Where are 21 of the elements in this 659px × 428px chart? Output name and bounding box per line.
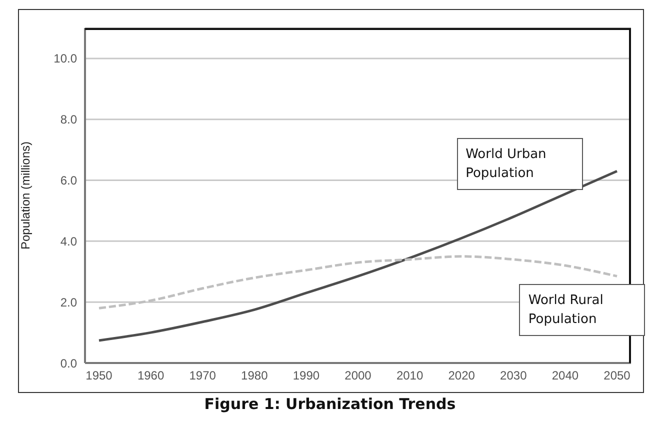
x-tick-label: 2020	[448, 368, 476, 383]
y-tick-label: 6.0	[60, 174, 78, 188]
x-tick-label: 2040	[552, 368, 579, 383]
callout-box: World Rural Population	[519, 284, 646, 336]
x-tick-label: 1960	[137, 368, 164, 383]
y-axis-title: Population (millions)	[18, 141, 32, 250]
x-tick-label: 1990	[292, 368, 320, 383]
y-tick-label: 0.0	[60, 356, 78, 370]
x-tick-label: 2010	[396, 368, 424, 383]
x-tick-label: 1980	[241, 368, 268, 383]
x-tick-label: 1970	[189, 368, 216, 383]
text: Figure 1: Urbanization Trends	[203, 395, 457, 413]
y-tick-label: 10.0	[54, 52, 78, 66]
x-tick-label: 2030	[500, 368, 528, 383]
x-tick-label: 1950	[86, 368, 113, 383]
x-tick-label: 2050	[604, 368, 631, 383]
x-tick-label: 2000	[344, 368, 372, 383]
y-tick-label: 2.0	[60, 295, 78, 310]
y-tick-label: 4.0	[60, 234, 78, 248]
y-tick-label: 8.0	[60, 112, 78, 127]
callout-box: World Urban Population	[456, 138, 583, 190]
